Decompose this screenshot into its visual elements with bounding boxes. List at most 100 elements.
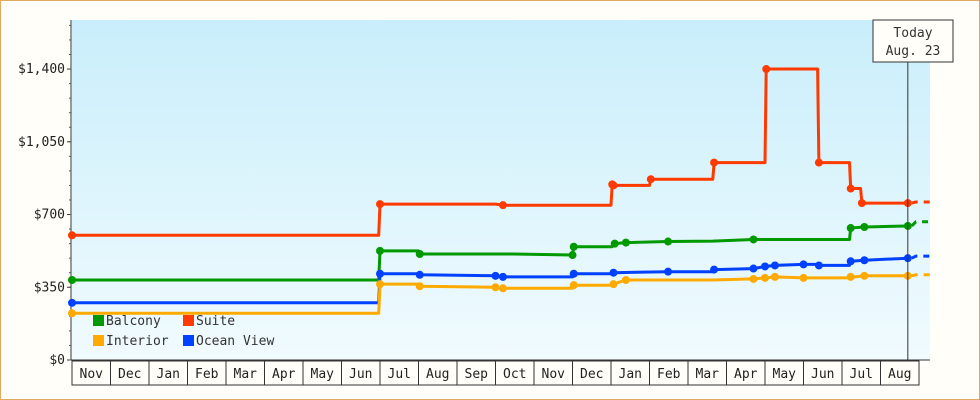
data-point[interactable]: [415, 282, 424, 291]
data-point[interactable]: [415, 270, 424, 279]
data-point[interactable]: [569, 281, 578, 290]
data-point[interactable]: [770, 261, 779, 270]
data-point[interactable]: [498, 201, 507, 210]
data-point[interactable]: [799, 273, 808, 282]
x-tick-label: May: [311, 367, 335, 382]
data-point[interactable]: [846, 224, 855, 233]
data-point[interactable]: [846, 257, 855, 266]
data-point[interactable]: [664, 267, 673, 276]
series-balcony: [68, 220, 930, 284]
data-point[interactable]: [376, 269, 384, 278]
legend-swatch: [93, 315, 104, 326]
data-point[interactable]: [569, 269, 578, 278]
data-point[interactable]: [68, 298, 76, 307]
today-date: Aug. 23: [886, 44, 941, 59]
forecast-line: [911, 200, 930, 205]
month-cell: [302, 360, 342, 386]
x-tick-label: Feb: [195, 367, 219, 382]
data-point[interactable]: [749, 235, 758, 244]
series-ocean-view: [68, 254, 930, 307]
data-point[interactable]: [860, 271, 869, 280]
x-tick-label: Oct: [503, 367, 526, 382]
legend: Balcony Suite Interior Ocean View: [93, 314, 274, 349]
y-tick-label: $0: [49, 353, 65, 368]
data-point[interactable]: [68, 231, 76, 240]
y-tick-label: $350: [34, 280, 65, 295]
data-point[interactable]: [498, 272, 507, 281]
data-point[interactable]: [749, 264, 758, 273]
data-point[interactable]: [68, 309, 76, 318]
month-cell: [71, 360, 111, 386]
legend-item-suite[interactable]: Suite: [183, 314, 235, 329]
data-point[interactable]: [710, 158, 719, 167]
data-point[interactable]: [376, 280, 384, 289]
data-point[interactable]: [610, 239, 619, 248]
data-point[interactable]: [415, 250, 424, 259]
legend-item-balcony[interactable]: Balcony: [93, 314, 161, 329]
series-line: [72, 67, 908, 237]
legend-item-interior[interactable]: Interior: [93, 334, 169, 349]
data-point[interactable]: [376, 246, 384, 255]
data-point[interactable]: [376, 200, 384, 209]
data-point[interactable]: [646, 175, 655, 184]
data-point[interactable]: [609, 181, 618, 190]
data-point[interactable]: [664, 237, 673, 246]
legend-item-ocean-view[interactable]: Ocean View: [183, 334, 274, 349]
legend-label: Ocean View: [196, 334, 274, 349]
x-tick-label: Apr: [272, 367, 296, 382]
today-box: [872, 19, 954, 63]
data-point[interactable]: [860, 256, 869, 265]
data-point[interactable]: [621, 275, 630, 284]
data-point[interactable]: [498, 284, 507, 293]
data-point[interactable]: [569, 242, 578, 251]
x-tick-label: Dec: [118, 367, 141, 382]
x-tick-label: Aug: [426, 367, 449, 382]
month-cell: [726, 360, 766, 386]
y-tick-label: $700: [34, 208, 65, 223]
data-point[interactable]: [761, 273, 769, 282]
data-point[interactable]: [762, 65, 771, 74]
legend-swatch: [183, 315, 194, 326]
x-tick-label: Jan: [619, 367, 642, 382]
data-point[interactable]: [799, 260, 808, 269]
month-cell: [341, 360, 381, 386]
data-point[interactable]: [491, 271, 500, 280]
x-tick-label: Dec: [580, 367, 603, 382]
forecast-line: [911, 273, 930, 278]
today-marker: Today Aug. 23: [872, 19, 954, 360]
x-tick-label: Mar: [234, 367, 258, 382]
data-point[interactable]: [621, 238, 630, 247]
x-axis: Nov Dec Jan Feb Mar Apr May Jun Jul Aug Sep Oct Nov D…: [71, 360, 920, 386]
data-point[interactable]: [68, 275, 76, 284]
data-point[interactable]: [609, 280, 618, 289]
series-layer: [68, 65, 930, 318]
month-cell: [379, 360, 419, 386]
month-cell: [148, 360, 188, 386]
x-tick-label: Jul: [388, 367, 411, 382]
x-tick-label: Jun: [349, 367, 372, 382]
legend-label: Interior: [106, 334, 169, 349]
data-point[interactable]: [814, 261, 823, 270]
data-point[interactable]: [860, 222, 869, 231]
x-tick-label: Jul: [850, 367, 873, 382]
data-point[interactable]: [846, 272, 855, 281]
x-tick-label: May: [773, 367, 797, 382]
data-point[interactable]: [710, 265, 719, 274]
data-point[interactable]: [770, 272, 779, 281]
series-suite: [68, 65, 930, 240]
month-cell: [533, 360, 573, 386]
series-interior: [68, 271, 930, 318]
legend-swatch: [93, 335, 104, 346]
x-tick-label: Jan: [157, 367, 180, 382]
month-cell: [610, 360, 650, 386]
data-point[interactable]: [814, 158, 823, 167]
data-point[interactable]: [761, 262, 769, 271]
data-point[interactable]: [491, 283, 500, 292]
forecast-line: [910, 220, 930, 227]
data-point[interactable]: [568, 251, 577, 260]
data-point[interactable]: [846, 184, 855, 193]
data-point[interactable]: [749, 274, 758, 283]
data-point[interactable]: [609, 268, 618, 277]
data-point[interactable]: [857, 199, 866, 208]
